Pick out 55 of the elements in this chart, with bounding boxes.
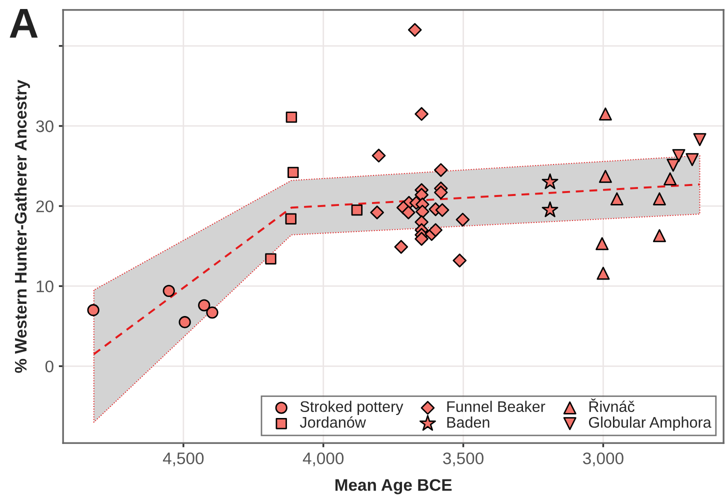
x-tick-label: 4,500 [162,452,204,466]
point [402,206,416,220]
y-tick-label: 0 [45,360,54,372]
y-tick-label: 30 [36,120,54,132]
legend-label: Řivnáč [589,398,634,412]
legend-label: Funnel Beaker [447,400,546,412]
point [693,133,706,146]
point [428,223,442,237]
point [542,173,558,190]
point [598,107,612,120]
point [286,112,298,123]
point [414,107,428,121]
x-tick-label: 4,000 [302,452,344,466]
point [434,186,448,200]
legend-label: Stroked pottery [300,400,404,416]
point [666,158,680,172]
point [372,148,386,163]
point [652,229,666,242]
point [162,284,175,297]
point [542,201,558,218]
point [596,237,609,250]
point [652,192,666,206]
legend-label: Baden [447,416,490,428]
point [265,253,276,264]
point [288,166,299,178]
point [408,23,422,37]
point [686,153,699,166]
point [198,299,210,312]
legend-label: Globular Amphora [588,416,712,431]
point [434,163,448,177]
legend-label: Jordanów [300,416,366,428]
point [672,149,686,162]
point [452,254,467,268]
point [610,192,624,206]
point [598,170,612,183]
point [206,306,218,319]
y-tick-label: 10 [36,280,54,292]
text: A [10,8,38,38]
point [351,204,363,216]
point [456,212,470,227]
point [414,232,428,246]
point [285,213,296,224]
point [87,304,100,316]
point [435,203,450,217]
point [416,204,430,219]
point [178,316,191,328]
x-axis-title: Mean Age BCE [335,479,452,494]
x-tick-label: 3,500 [443,452,484,466]
y-axis-title: % Western Hunter-Gatherer Ancestry [14,80,30,373]
x-tick-label: 3,000 [582,452,624,466]
point [596,266,610,280]
point [394,240,408,254]
point [370,206,384,220]
y-tick-label: 20 [36,200,54,212]
point [664,172,677,186]
